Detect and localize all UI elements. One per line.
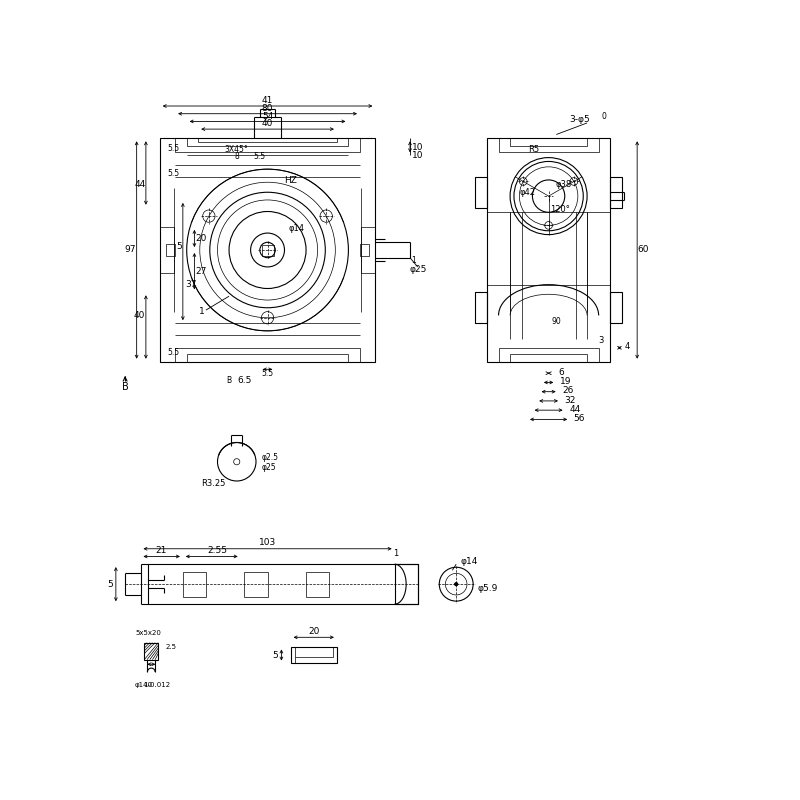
Text: 44: 44	[569, 405, 581, 414]
Bar	[498, 348, 598, 362]
Text: 4: 4	[625, 342, 630, 350]
Bar	[362, 227, 375, 273]
Text: 2.5: 2.5	[166, 643, 177, 650]
Text: 41: 41	[262, 96, 274, 105]
Text: φ14: φ14	[289, 224, 305, 233]
Bar	[510, 354, 587, 362]
Text: 1: 1	[199, 307, 205, 316]
Text: φ38: φ38	[556, 180, 572, 189]
Bar	[487, 138, 610, 362]
Text: 1: 1	[411, 255, 416, 265]
Text: φ14: φ14	[460, 557, 478, 566]
Text: 103: 103	[259, 538, 276, 547]
Bar	[166, 244, 175, 256]
Bar	[475, 292, 487, 323]
Text: 32: 32	[565, 396, 576, 405]
Text: 3: 3	[598, 335, 604, 345]
Text: 40: 40	[262, 119, 274, 128]
Text: 10: 10	[412, 143, 423, 152]
Bar	[510, 138, 587, 146]
Bar	[610, 177, 622, 208]
Text: 5.5: 5.5	[167, 144, 180, 153]
Text: B: B	[122, 382, 129, 392]
Text: φ2.5: φ2.5	[262, 454, 278, 462]
Bar	[294, 646, 333, 658]
Text: 27: 27	[196, 267, 207, 276]
Text: HZ: HZ	[284, 176, 297, 186]
Text: 5x5x20: 5x5x20	[135, 630, 161, 637]
Text: 97: 97	[125, 246, 136, 254]
Text: 20: 20	[308, 626, 319, 636]
Text: 60: 60	[638, 246, 649, 254]
Text: 5: 5	[272, 650, 278, 659]
Bar	[198, 138, 337, 142]
Text: 5.5: 5.5	[167, 169, 180, 178]
Text: 5: 5	[176, 242, 182, 250]
Text: φ14-0.012: φ14-0.012	[135, 682, 171, 688]
Bar	[186, 138, 349, 146]
Bar	[148, 564, 418, 604]
Text: φ5.9: φ5.9	[478, 583, 498, 593]
Bar	[175, 138, 360, 152]
Text: 5.5: 5.5	[167, 348, 180, 357]
Text: 120°: 120°	[550, 206, 570, 214]
Bar	[498, 138, 598, 152]
Bar	[186, 354, 349, 362]
Bar	[175, 348, 360, 362]
Circle shape	[454, 582, 458, 586]
Text: 3-φ5: 3-φ5	[569, 114, 590, 123]
Text: 5.5: 5.5	[262, 369, 274, 378]
Bar	[475, 177, 487, 208]
Text: 10: 10	[412, 150, 423, 160]
Text: 90: 90	[551, 317, 561, 326]
Bar	[610, 292, 622, 323]
Text: R3.25: R3.25	[202, 479, 226, 488]
Text: φ42: φ42	[519, 188, 535, 197]
Bar	[306, 572, 329, 597]
Bar	[360, 244, 369, 256]
Text: 37: 37	[185, 280, 196, 289]
Bar	[160, 227, 174, 273]
Text: 26: 26	[562, 386, 574, 395]
Bar	[262, 245, 274, 256]
Bar	[183, 572, 206, 597]
Text: R5: R5	[528, 146, 538, 154]
Bar	[394, 564, 418, 604]
Text: 10: 10	[144, 682, 153, 688]
Text: 21: 21	[156, 546, 167, 555]
Text: 8: 8	[234, 151, 239, 161]
Bar	[290, 646, 337, 663]
Text: 2.55: 2.55	[207, 546, 227, 555]
Text: 40: 40	[134, 311, 146, 320]
Bar	[144, 642, 158, 660]
Text: 6.5: 6.5	[238, 377, 252, 386]
Text: φ25: φ25	[262, 463, 276, 473]
Text: φ25: φ25	[409, 265, 426, 274]
Bar	[245, 572, 267, 597]
Text: 44: 44	[134, 180, 146, 189]
Text: 1: 1	[394, 549, 398, 558]
Text: 20: 20	[196, 234, 207, 243]
Text: B: B	[226, 377, 232, 386]
Text: 5.5: 5.5	[254, 151, 266, 161]
Text: 56: 56	[574, 414, 585, 423]
Text: 5: 5	[107, 580, 113, 589]
Text: 19: 19	[560, 377, 571, 386]
Text: 80: 80	[262, 104, 274, 113]
Bar	[160, 138, 375, 362]
Text: 54: 54	[262, 111, 274, 121]
Text: 6: 6	[559, 368, 565, 377]
Text: 3X45°: 3X45°	[225, 146, 249, 154]
Text: 0: 0	[602, 112, 606, 122]
